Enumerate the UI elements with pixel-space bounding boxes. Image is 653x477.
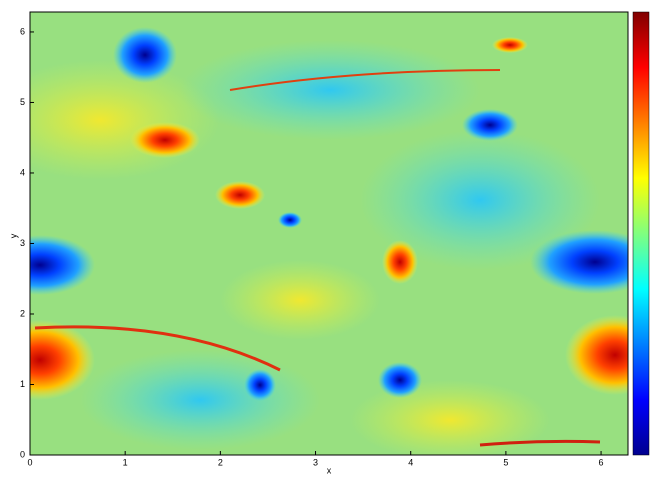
x-tick-label: 0 [27, 457, 32, 467]
x-tick-label: 2 [218, 457, 223, 467]
x-tick-label: 3 [313, 457, 318, 467]
y-tick-label: 5 [20, 97, 25, 107]
x-tick-label: 5 [503, 457, 508, 467]
y-tick-label: 0 [20, 449, 25, 459]
y-tick-label: 2 [20, 308, 25, 318]
colorbar [633, 12, 649, 455]
y-tick-label: 6 [20, 26, 25, 36]
y-tick-label: 3 [20, 238, 25, 248]
x-axis-label: x [327, 465, 332, 475]
y-tick-label: 4 [20, 167, 25, 177]
y-axis-label: y [8, 233, 18, 238]
chart: x y 0 1 2 3 4 5 6 0 1 2 3 4 5 6 [0, 0, 653, 477]
x-tick-label: 1 [123, 457, 128, 467]
x-tick-label: 6 [599, 457, 604, 467]
field [0, 12, 653, 460]
y-tick-label: 1 [20, 379, 25, 389]
x-tick-label: 4 [408, 457, 413, 467]
